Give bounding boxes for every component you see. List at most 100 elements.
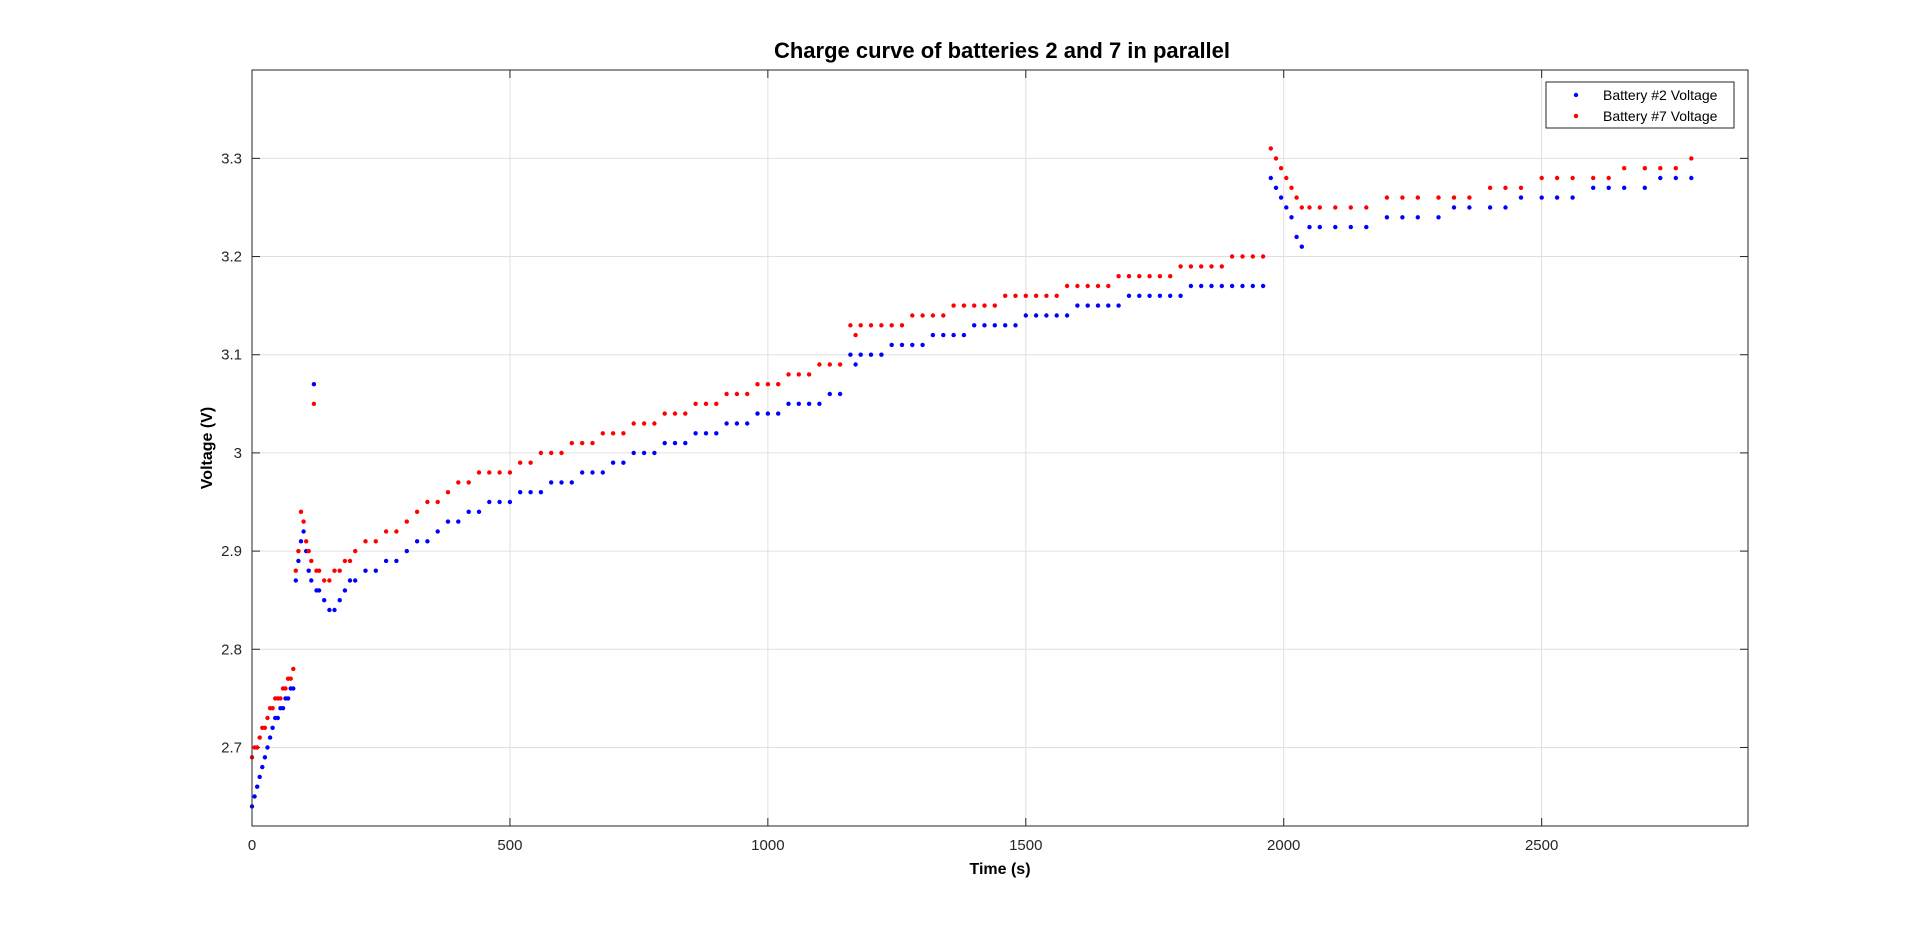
data-point-battery-2 (806, 401, 812, 406)
legend-label-battery-2: Battery #2 Voltage (1603, 87, 1718, 103)
data-point-battery-7 (363, 539, 368, 544)
data-point-battery-2 (456, 519, 461, 524)
data-point-battery-7 (383, 529, 389, 534)
data-point-battery-7 (414, 509, 420, 514)
legend: Battery #2 Voltage Battery #7 Voltage (1545, 81, 1735, 129)
data-point-battery-7 (600, 431, 605, 436)
data-point-battery-2 (1064, 313, 1070, 318)
data-point-battery-2 (1689, 175, 1694, 181)
data-point-battery-7 (270, 706, 275, 711)
data-point-battery-2 (1273, 185, 1279, 190)
data-point-battery-2 (786, 401, 791, 406)
data-point-battery-2 (1250, 283, 1256, 289)
data-point-battery-7 (518, 460, 523, 465)
data-point-battery-7 (311, 401, 317, 406)
data-point-battery-2 (1333, 224, 1338, 230)
data-point-battery-7 (652, 421, 657, 426)
data-point-battery-2 (1106, 303, 1111, 308)
data-point-battery-7 (538, 450, 544, 456)
y-tick-label: 2.8 (221, 641, 242, 658)
data-point-battery-2 (590, 470, 595, 475)
data-point-battery-7 (930, 313, 936, 318)
data-point-battery-2 (1539, 195, 1544, 200)
data-point-battery-2 (1467, 205, 1472, 210)
data-point-battery-7 (255, 745, 260, 750)
data-point-battery-7 (961, 303, 967, 308)
data-point-battery-2 (910, 342, 915, 348)
y-tick-label: 3.3 (221, 150, 242, 167)
data-point-battery-2 (497, 499, 502, 505)
data-point-battery-7 (879, 323, 884, 328)
data-point-battery-2 (267, 735, 273, 740)
data-point-battery-2 (1137, 293, 1142, 298)
data-point-battery-7 (621, 431, 626, 436)
data-point-battery-2 (404, 548, 409, 554)
data-point-battery-2 (1013, 323, 1018, 328)
data-point-battery-7 (309, 558, 314, 564)
data-point-battery-7 (347, 558, 353, 564)
data-point-battery-7 (1606, 175, 1611, 181)
data-point-battery-2 (1003, 323, 1008, 328)
data-point-battery-2 (291, 686, 296, 691)
legend-label-battery-7: Battery #7 Voltage (1603, 108, 1718, 124)
data-point-battery-2 (848, 352, 853, 357)
data-point-battery-7 (1137, 274, 1142, 279)
x-tick-label: 2500 (1525, 837, 1558, 854)
data-point-battery-7 (304, 539, 309, 544)
data-point-battery-2 (817, 401, 822, 406)
data-point-battery-7 (1250, 254, 1256, 259)
x-axis-label: Time (s) (969, 861, 1030, 878)
legend-marker-battery-2 (1573, 92, 1579, 98)
plot-frame (251, 69, 1749, 827)
y-tick-label: 3 (234, 445, 242, 462)
data-point-battery-2 (1642, 185, 1648, 190)
data-point-battery-7 (1168, 274, 1173, 279)
data-point-battery-2 (1317, 224, 1323, 230)
data-point-battery-2 (466, 509, 471, 514)
data-point-battery-2 (1033, 313, 1039, 318)
data-point-battery-7 (796, 372, 801, 377)
data-point-battery-2 (1658, 175, 1663, 181)
data-point-battery-7 (1095, 283, 1101, 289)
data-point-battery-2 (518, 490, 523, 495)
data-point-battery-2 (899, 342, 905, 348)
data-point-battery-7 (1467, 195, 1472, 200)
data-point-battery-7 (693, 401, 698, 406)
data-point-battery-2 (631, 450, 636, 456)
data-point-battery-2 (992, 323, 997, 328)
data-point-battery-7 (1299, 205, 1305, 210)
data-point-battery-2 (1209, 283, 1214, 289)
data-point-battery-7 (1064, 283, 1070, 289)
data-point-battery-2 (1085, 303, 1090, 308)
data-point-battery-7 (1294, 195, 1299, 200)
data-point-battery-2 (745, 421, 750, 426)
data-point-battery-7 (899, 323, 905, 328)
data-point-battery-7 (1307, 205, 1312, 210)
data-point-battery-7 (1570, 175, 1575, 181)
data-point-battery-2 (363, 568, 368, 573)
data-point-battery-7 (1273, 156, 1279, 161)
data-point-battery-2 (487, 499, 492, 505)
data-point-battery-2 (293, 578, 298, 583)
x-tick-label: 1500 (1009, 837, 1042, 854)
data-point-battery-7 (373, 539, 378, 544)
data-point-battery-7 (1658, 166, 1663, 171)
x-tick-label: 2000 (1267, 837, 1300, 854)
data-point-battery-7 (1268, 146, 1274, 151)
data-point-battery-2 (889, 342, 894, 348)
data-point-battery-2 (322, 598, 327, 603)
data-point-battery-7 (456, 480, 461, 485)
data-point-battery-7 (1451, 195, 1457, 200)
data-point-battery-7 (298, 509, 304, 514)
data-point-battery-2 (1126, 293, 1132, 298)
data-point-battery-2 (252, 794, 257, 799)
data-point-battery-2 (280, 706, 286, 711)
data-point-battery-7 (353, 548, 358, 554)
data-point-battery-7 (1126, 274, 1132, 279)
data-point-battery-2 (528, 490, 533, 495)
data-point-battery-7 (837, 362, 843, 367)
data-point-battery-2 (435, 529, 440, 534)
data-point-battery-7 (1487, 185, 1493, 190)
data-point-battery-7 (1673, 166, 1679, 171)
data-point-battery-7 (1278, 166, 1284, 171)
